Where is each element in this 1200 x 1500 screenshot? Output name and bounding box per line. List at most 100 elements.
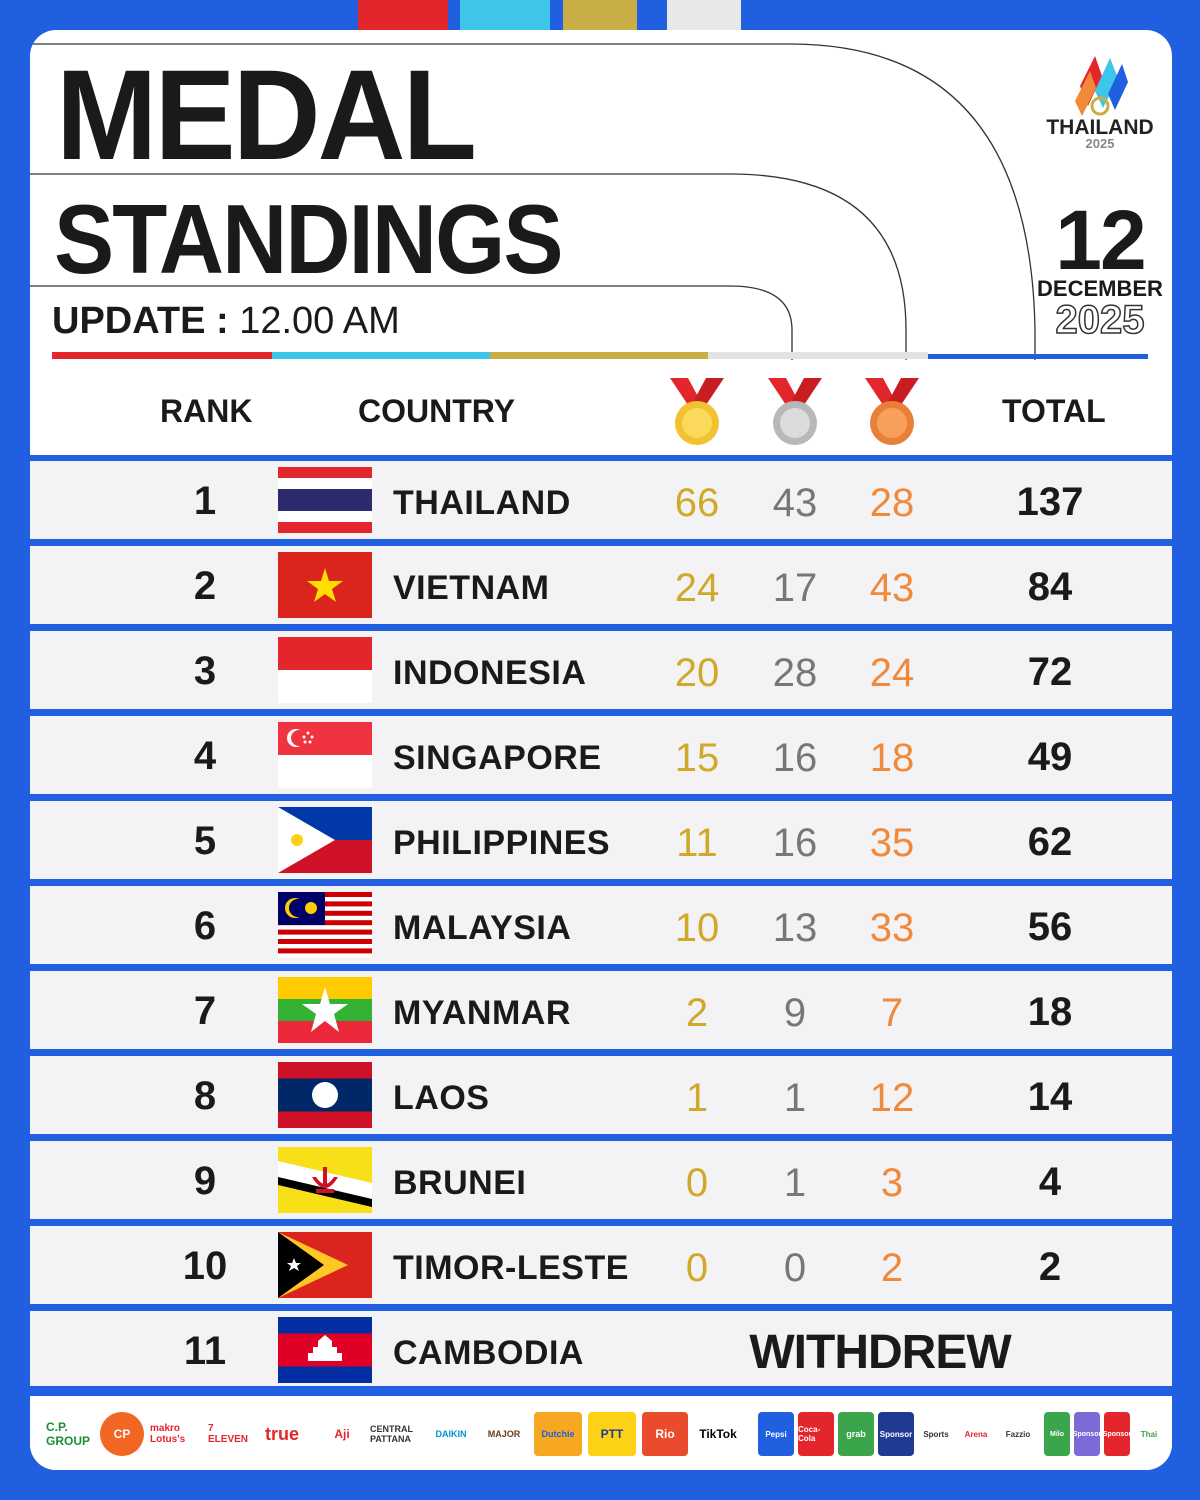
sponsor-logo: C.P. GROUP [46, 1420, 91, 1448]
bronze-count: 24 [869, 651, 915, 695]
table-row: 3 INDONESIA 20 28 24 72 [30, 631, 1172, 716]
page-title-line1: MEDAL [56, 44, 477, 187]
gold-count: 0 [685, 1161, 709, 1205]
total-count: 18 [1027, 990, 1073, 1034]
decorative-track-lines [30, 43, 1036, 360]
sponsor-logo: PTT [588, 1412, 636, 1456]
gold-count: 66 [674, 481, 720, 525]
gold-count: 15 [674, 736, 720, 780]
sponsor-logo: Milo [1044, 1412, 1070, 1456]
bronze-count: 3 [880, 1161, 904, 1205]
total-count: 84 [1027, 565, 1073, 609]
table-row: 7 MYANMAR 2 9 7 18 [30, 971, 1172, 1056]
silver-count: 16 [772, 736, 818, 780]
update-value: 12.00 AM [239, 300, 400, 342]
laos-flag-icon [278, 1062, 372, 1128]
date-month: DECEMBER [1037, 276, 1163, 301]
gold-count: 0 [685, 1246, 709, 1290]
sponsor-logo: Rio [642, 1412, 688, 1456]
silver-count: 1 [783, 1161, 807, 1205]
bronze-medal-icon [865, 378, 919, 445]
silver-count: 13 [772, 906, 818, 950]
sponsor-logo: Sponsor [1073, 1412, 1101, 1456]
date-year: 2025 [1055, 298, 1145, 342]
timor-leste-flag-icon [278, 1232, 372, 1298]
sponsor-logo: Thai [1140, 1429, 1158, 1439]
sponsor-logo: TikTok [699, 1427, 737, 1441]
page-title-line2: STANDINGS [54, 184, 564, 294]
update-label: UPDATE : [52, 300, 229, 342]
myanmar-flag-icon [278, 977, 372, 1043]
bronze-count: 33 [869, 906, 915, 950]
gold-count: 1 [685, 1076, 709, 1120]
column-header-country: COUNTRY [358, 393, 516, 429]
rank-cell: 1 [193, 479, 217, 523]
vietnam-flag-icon [278, 552, 372, 618]
sponsor-logo: Coca-Cola [798, 1412, 834, 1456]
rank-cell: 10 [182, 1244, 228, 1288]
sponsor-strip: C.P. GROUP CP makro Lotus's 7 ELEVEN tru… [30, 1400, 1172, 1470]
total-count: 62 [1027, 820, 1073, 864]
total-count: 14 [1027, 1075, 1073, 1119]
silver-medal-icon [768, 378, 822, 445]
rank-cell: 8 [193, 1074, 217, 1118]
country-name: TIMOR-LESTE [393, 1249, 629, 1287]
sponsor-logo: Aji [334, 1427, 350, 1441]
table-row: 6 MALAYSIA 10 13 33 56 [30, 886, 1172, 971]
table-row: 4 SINGAPORE 15 16 18 49 [30, 716, 1172, 801]
thailand-flag-icon [278, 467, 372, 533]
indonesia-flag-icon [278, 637, 372, 703]
table-row: 9 BRUNEI 0 1 3 4 [30, 1141, 1172, 1226]
bronze-count: 7 [880, 991, 904, 1035]
bronze-count: 35 [869, 821, 915, 865]
rank-cell: 3 [193, 649, 217, 693]
silver-count: 9 [783, 991, 807, 1035]
bronze-count: 12 [869, 1076, 915, 1120]
cambodia-flag-icon [278, 1317, 372, 1383]
country-name: VIETNAM [393, 569, 550, 607]
country-name: PHILIPPINES [393, 824, 611, 862]
gold-count: 20 [674, 651, 720, 695]
gold-count: 24 [674, 566, 720, 610]
table-row: 11 CAMBODIA WITHDREW [30, 1311, 1172, 1389]
bronze-count: 43 [869, 566, 915, 610]
date-underline [928, 354, 1148, 359]
sea-games-logo-icon [1075, 56, 1128, 116]
sponsor-logo: CENTRAL PATTANA [370, 1424, 413, 1444]
column-header-rank: RANK [160, 393, 253, 429]
table-row: 5 PHILIPPINES 11 16 35 62 [30, 801, 1172, 886]
sponsor-logo: Arena [964, 1429, 988, 1439]
country-name: MYANMAR [393, 994, 571, 1032]
update-time: UPDATE : 12.00 AM [52, 302, 400, 340]
brunei-flag-icon [278, 1147, 372, 1213]
country-name: INDONESIA [393, 654, 587, 692]
rank-cell: 9 [193, 1159, 217, 1203]
gold-medal-icon [670, 378, 724, 445]
rank-cell: 2 [193, 564, 217, 608]
date-day: 12 [1055, 193, 1146, 287]
country-name: BRUNEI [393, 1164, 527, 1202]
total-count: 56 [1027, 905, 1073, 949]
silver-count: 0 [783, 1246, 807, 1290]
total-count: 2 [1038, 1245, 1062, 1289]
sponsor-logo: CP [100, 1412, 144, 1456]
sponsor-logo: makro Lotus's [150, 1423, 186, 1445]
sponsor-logo: MAJOR [487, 1429, 521, 1439]
sponsor-logo: Dutchie [534, 1412, 582, 1456]
country-name: MALAYSIA [393, 909, 572, 947]
gold-count: 11 [676, 821, 718, 865]
table-row: 1 THAILAND 66 43 28 137 [30, 461, 1172, 546]
top-color-stripes [0, 0, 1200, 30]
gold-count: 10 [674, 906, 720, 950]
rank-cell: 4 [193, 734, 217, 778]
medal-standings-card: MEDAL STANDINGS UPDATE : 12.00 AM THAILA… [30, 30, 1172, 1470]
malaysia-flag-icon [278, 892, 372, 958]
logo-year: 2025 [1085, 136, 1115, 151]
country-name: LAOS [393, 1079, 490, 1117]
table-row: 8 LAOS 1 1 12 14 [30, 1056, 1172, 1141]
sponsor-logo: Sports [923, 1429, 949, 1439]
table-header-divider [30, 455, 1172, 461]
sponsor-logo: Sponsor [878, 1412, 914, 1456]
rank-cell: 11 [183, 1329, 227, 1373]
total-count: 137 [1016, 480, 1084, 524]
